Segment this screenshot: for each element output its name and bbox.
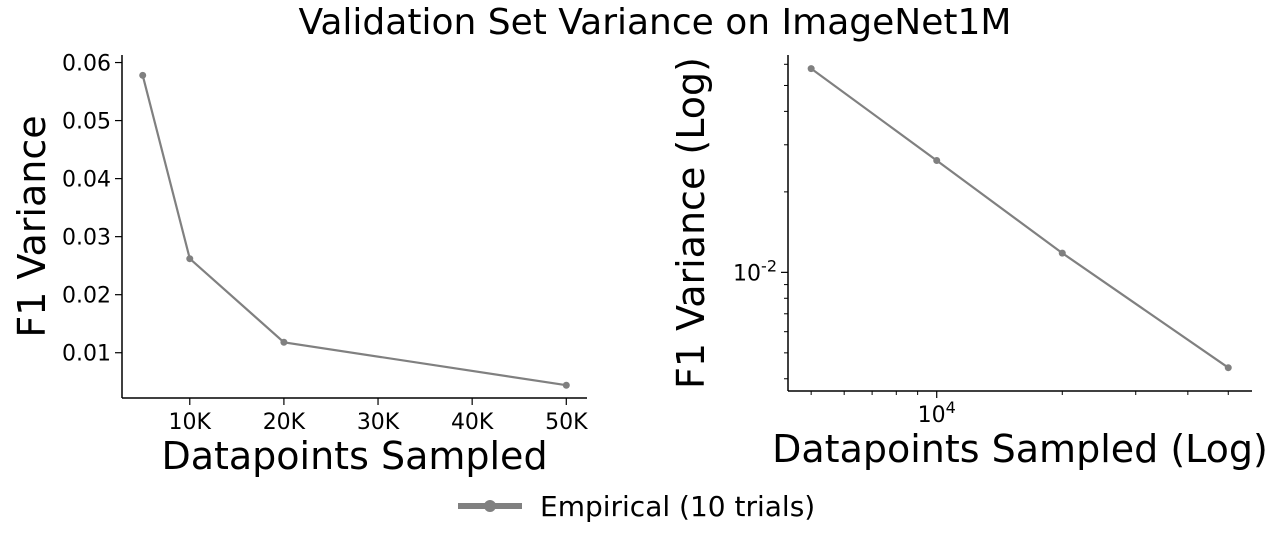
legend: Empirical (10 trials) xyxy=(458,490,815,523)
x-axis-label: Datapoints Sampled (Log) xyxy=(772,427,1268,471)
x-tick-label: 104 xyxy=(918,398,956,429)
x-tick-label: 40K xyxy=(451,410,494,435)
legend-label: Empirical (10 trials) xyxy=(540,490,815,523)
x-tick-label: 10K xyxy=(169,410,212,435)
y-tick-label: 0.05 xyxy=(62,110,111,135)
y-tick-label: 10-2 xyxy=(733,256,777,287)
y-tick-label: 0.03 xyxy=(62,226,111,251)
x-axis-label: Datapoints Sampled xyxy=(161,434,547,478)
data-point xyxy=(280,338,288,346)
x-tick-label: 30K xyxy=(357,410,400,435)
panel-linear: 10K 20K 30K 40K 50K 0.01 0.02 0.03 0.04 0.05 0.06 D… xyxy=(10,52,588,478)
data-point xyxy=(933,157,941,165)
data-point xyxy=(562,381,570,389)
y-tick-label: 0.02 xyxy=(62,284,111,309)
y-tick-label: 0.06 xyxy=(62,52,111,77)
y-axis-label: F1 Variance xyxy=(10,115,54,337)
figure-title: Validation Set Variance on ImageNet1M xyxy=(299,2,1012,43)
x-tick-label: 50K xyxy=(545,410,588,435)
data-point xyxy=(1224,364,1232,372)
data-point xyxy=(807,65,815,73)
panel-log: 104 10-2 Datapoints Sampled (Log) F1 Varian… xyxy=(669,55,1268,471)
series-line xyxy=(810,67,1229,369)
y-tick-label: 0.01 xyxy=(62,342,111,367)
legend-marker xyxy=(484,500,496,512)
x-tick-label: 20K xyxy=(263,410,306,435)
data-point xyxy=(1058,249,1066,257)
series-line xyxy=(141,75,567,387)
data-point xyxy=(186,255,194,263)
y-axis-label: F1 Variance (Log) xyxy=(669,57,713,389)
y-tick-label: 0.04 xyxy=(62,168,111,193)
data-point xyxy=(139,71,147,79)
